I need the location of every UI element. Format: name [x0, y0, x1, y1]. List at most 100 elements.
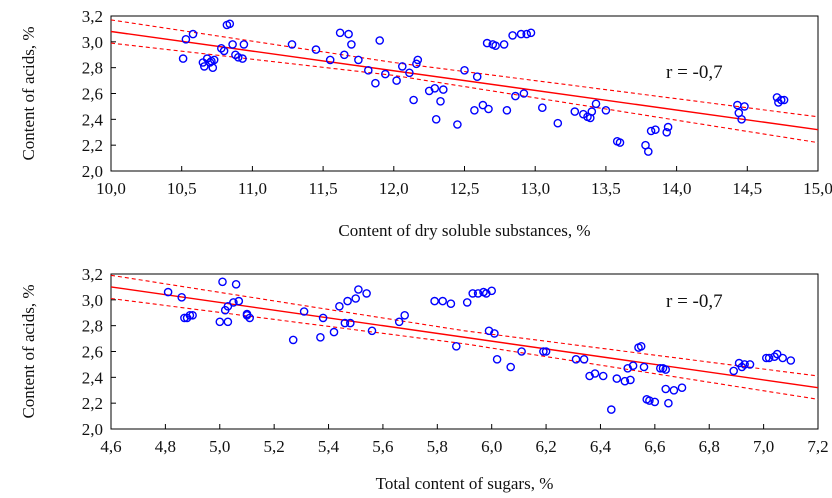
x-tick-label: 10,0 [96, 179, 126, 198]
data-point [517, 347, 526, 356]
x-tick-label: 4,6 [100, 437, 121, 456]
data-point [607, 405, 616, 414]
data-point [238, 54, 247, 63]
scatter-chart-sugars: 4,6 4,8 5,0 5,2 5,4 5,6 5,8 6,0 6,2 6,4 6,6 6,8 7,0 7… [19, 265, 829, 493]
y-tick-label: 2,2 [82, 136, 103, 155]
data-point [311, 45, 321, 54]
x-tick-label: 11,0 [238, 179, 267, 198]
data-point [199, 62, 209, 71]
x-tick-label: 5,8 [427, 437, 448, 456]
data-point [601, 106, 611, 115]
x-tick-label: 11,5 [309, 179, 338, 198]
data-point [579, 109, 588, 119]
data-point [664, 398, 673, 408]
data-point [392, 76, 401, 85]
data-point [620, 376, 630, 386]
y-tick-label: 2,0 [82, 420, 103, 439]
data-point [380, 69, 390, 79]
data-point [745, 360, 755, 369]
data-point [343, 296, 352, 306]
data-point [740, 102, 749, 111]
data-point [737, 362, 747, 372]
x-tick-label: 5,0 [209, 437, 230, 456]
data-point [587, 107, 597, 116]
data-point [490, 329, 499, 338]
x-tick-label: 6,6 [644, 437, 665, 456]
y-tick-label: 2,2 [82, 394, 103, 413]
x-tick-label: 12,5 [450, 179, 480, 198]
x-axis-label: Content of dry soluble substances, % [338, 221, 590, 240]
y-tick-label: 2,6 [82, 343, 103, 362]
data-point [335, 301, 344, 311]
data-point [571, 354, 581, 364]
data-point [590, 369, 600, 378]
x-tick-label: 13,5 [591, 179, 621, 198]
x-axis-label: Total content of sugars, % [376, 474, 554, 493]
data-point [470, 106, 479, 115]
x-tick-label: 14,0 [662, 179, 692, 198]
data-point [553, 118, 563, 128]
data-point [178, 54, 188, 63]
data-point [772, 349, 782, 359]
data-point [431, 115, 441, 124]
data-point [219, 46, 229, 56]
y-tick-label: 3,2 [82, 265, 103, 284]
y-tick-label: 2,4 [82, 110, 104, 129]
data-point [492, 354, 502, 364]
data-point [215, 317, 225, 327]
data-point [484, 104, 493, 114]
data-point [218, 277, 227, 287]
x-tick-label: 7,0 [753, 437, 774, 456]
data-point [405, 68, 414, 78]
data-point [598, 371, 608, 381]
data-point [316, 332, 325, 342]
data-point [181, 35, 191, 44]
data-point [522, 29, 532, 39]
data-point [491, 41, 500, 51]
data-point [506, 362, 516, 372]
data-point [223, 317, 233, 327]
data-point [669, 385, 679, 395]
data-point [538, 103, 547, 112]
data-point [325, 55, 335, 65]
data-point [400, 310, 410, 320]
data-point [329, 327, 339, 337]
data-point [779, 95, 789, 105]
data-point [462, 298, 472, 307]
data-point [663, 122, 673, 132]
x-tick-label: 6,0 [481, 437, 502, 456]
data-point [499, 40, 509, 49]
data-point [318, 313, 328, 323]
data-point [636, 341, 646, 351]
y-tick-label: 2,6 [82, 85, 103, 104]
data-point [208, 63, 218, 72]
data-point [225, 19, 235, 29]
data-point [762, 353, 771, 363]
y-axis-label: Content of acids, % [19, 26, 38, 160]
data-point [223, 301, 233, 311]
data-point [733, 100, 742, 110]
data-point [412, 59, 421, 69]
data-point [188, 29, 198, 39]
data-point [354, 285, 363, 294]
data-point [228, 40, 237, 49]
data-point [478, 100, 488, 110]
data-point [776, 95, 786, 105]
y-tick-label: 2,0 [82, 162, 103, 181]
data-point [234, 296, 244, 306]
data-point [451, 341, 461, 351]
y-tick-label: 3,0 [82, 33, 103, 52]
data-point [229, 298, 238, 307]
data-point [729, 366, 739, 376]
data-point [367, 326, 377, 336]
data-point [472, 72, 482, 81]
x-tick-label: 15,0 [803, 179, 832, 198]
data-point [579, 354, 589, 364]
data-point [453, 120, 462, 129]
correlation-annotation: r = -0,7 [666, 62, 723, 83]
confidence-band-lower [110, 42, 819, 144]
data-point [345, 318, 355, 328]
data-point [347, 40, 356, 49]
data-point [177, 292, 186, 302]
